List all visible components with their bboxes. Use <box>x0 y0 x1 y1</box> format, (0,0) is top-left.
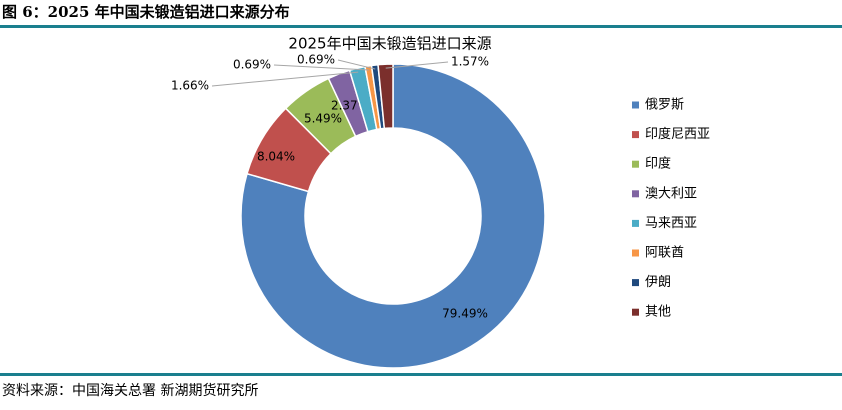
legend-label: 其他 <box>645 305 671 320</box>
leader-line <box>273 64 369 71</box>
legend-label: 俄罗斯 <box>645 98 684 113</box>
legend-swatch <box>632 160 639 168</box>
data-label: 1.57% <box>451 55 489 69</box>
legend-swatch <box>632 219 639 227</box>
legend-label: 澳大利亚 <box>645 185 697 201</box>
legend-swatch <box>632 279 639 287</box>
footer-rule <box>0 373 842 376</box>
donut-slice <box>377 63 394 130</box>
leader-line <box>337 59 376 70</box>
legend-swatch <box>632 190 639 198</box>
leader-line <box>385 61 449 69</box>
data-label: 8.04% <box>257 150 295 164</box>
legend-label: 印度尼西亚 <box>645 126 710 142</box>
chart-title: 2025年中国未锻造铝进口来源 <box>288 35 491 53</box>
legend-swatch <box>632 249 639 257</box>
data-label: 0.69% <box>233 58 271 72</box>
leader-line <box>211 71 359 87</box>
legend-label: 印度 <box>645 156 671 172</box>
legend-label: 伊朗 <box>645 275 671 290</box>
data-label: 79.49% <box>442 307 488 321</box>
legend-swatch <box>632 131 639 139</box>
data-label: 0.69% <box>297 53 335 67</box>
legend-label: 阿联酋 <box>645 245 684 261</box>
legend-swatch <box>632 308 639 316</box>
footer-source: 资料来源：中国海关总署 新湖期货研究所 <box>2 382 258 399</box>
donut-slice <box>240 63 546 369</box>
legend-label: 马来西亚 <box>645 216 697 231</box>
data-label: 1.66% <box>171 79 209 93</box>
header-title: 图 6：2025 年中国未锻造铝进口来源分布 <box>2 3 290 21</box>
legend-swatch <box>632 101 639 109</box>
header-rule <box>0 25 842 28</box>
data-label: 5.49% <box>304 112 342 126</box>
